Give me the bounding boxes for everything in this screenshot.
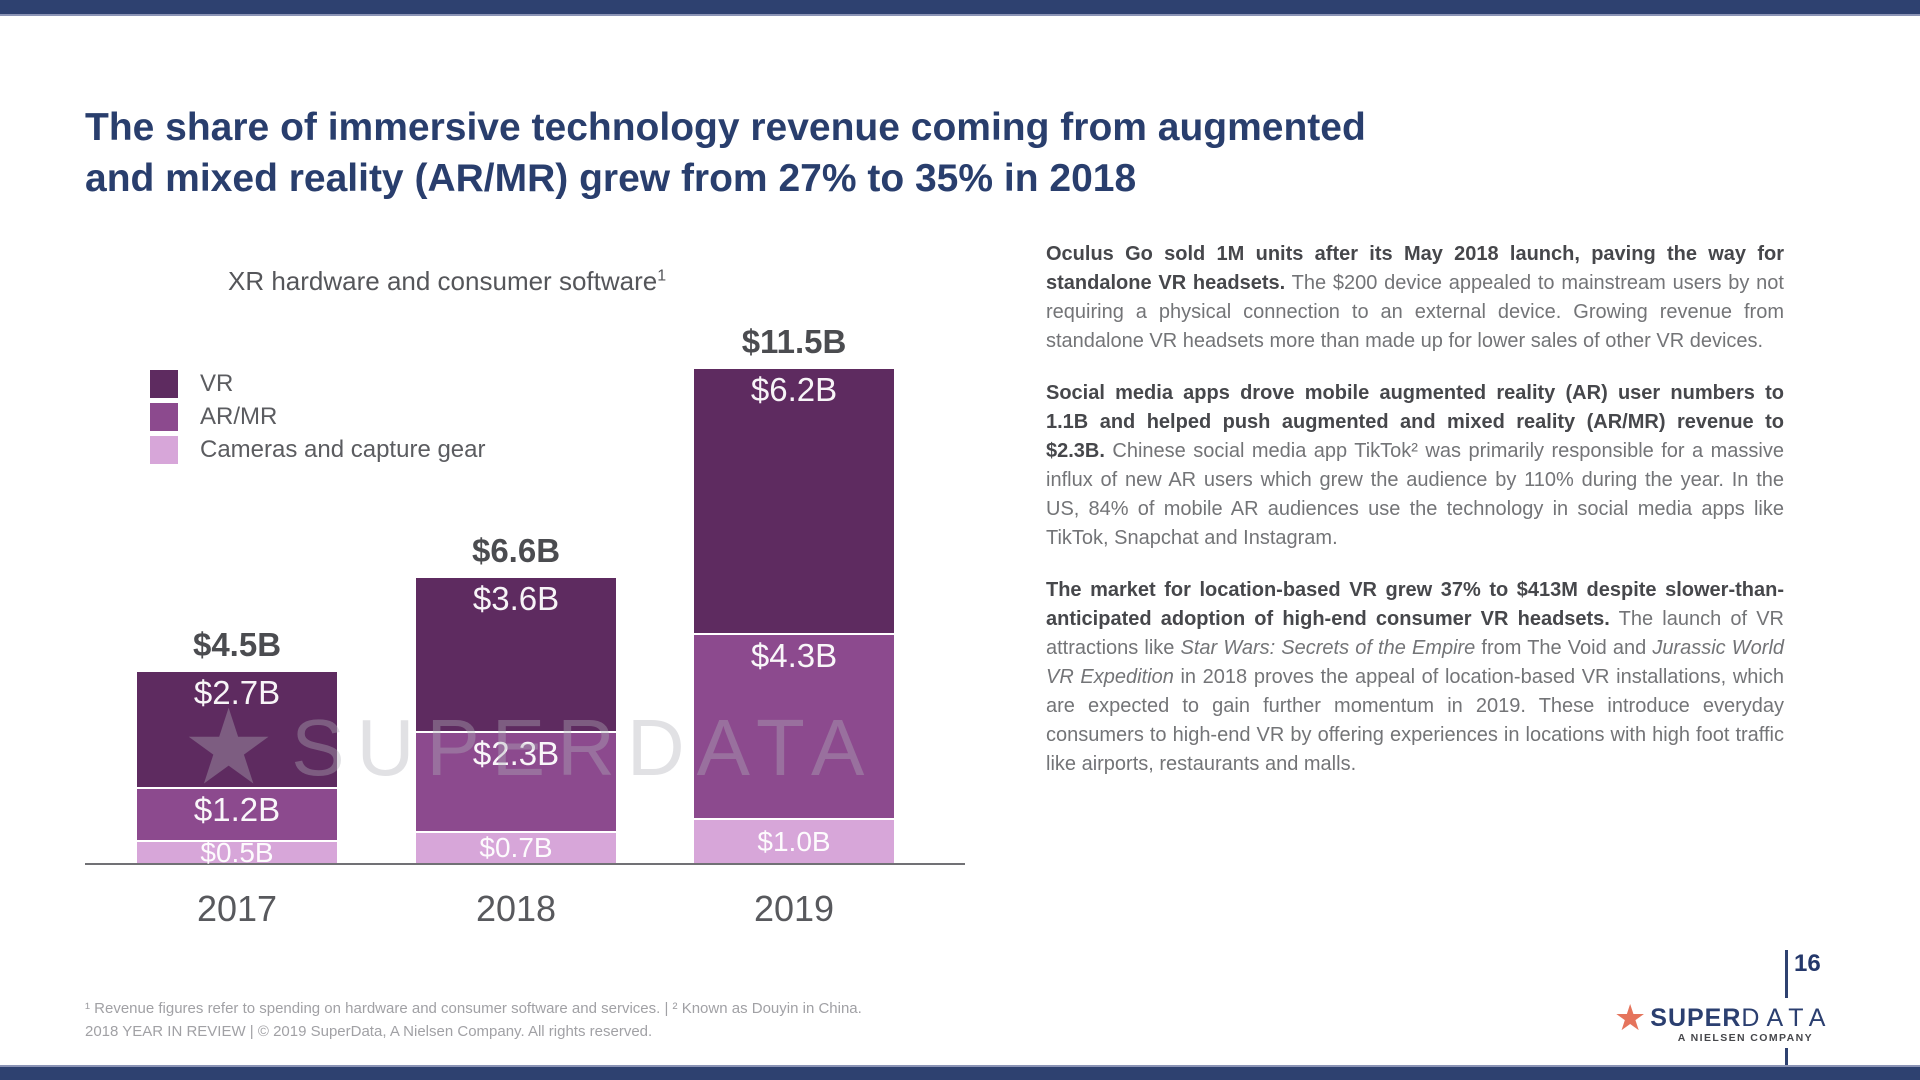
footer-vertical-rule-bottom [1785, 1048, 1788, 1080]
bar-total-label: $6.6B [471, 532, 561, 569]
footnote-line-1: ¹ Revenue figures refer to spending on h… [85, 1000, 862, 1017]
paragraph-text: The launch of VR attractions like [1046, 608, 1784, 659]
footnote-line-2: 2018 YEAR IN REVIEW | © 2019 SuperData, … [85, 1023, 653, 1040]
page-number: 16 [1794, 950, 1821, 977]
legend-label: VR [200, 369, 234, 397]
bar-segment-ar-mr: $2.3B [416, 733, 616, 831]
bar-segment-cameras-and-capture-gear: $1.0B [694, 820, 894, 863]
segment-value-label: $2.7B [193, 674, 281, 711]
segment-value-label: $6.2B [750, 371, 838, 408]
x-axis-year-label: 2017 [196, 888, 278, 929]
segment-value-label: $1.2B [193, 791, 281, 828]
paragraph-lead-bold: Oculus Go sold 1M units after its May 20… [1046, 243, 1784, 294]
x-axis-year-label: 2018 [475, 888, 557, 929]
legend-item: VR [150, 369, 486, 398]
segment-value-label: $1.0B [757, 825, 831, 857]
bar-2019: $11.5B $6.2B $4.3B $1.0B [694, 323, 894, 863]
bar-2018: $6.6B $3.6B $2.3B $0.7B [416, 532, 616, 863]
paragraph-text: The $200 device appealed to mainstream u… [1046, 272, 1784, 352]
top-accent-bar [0, 0, 1920, 16]
legend-label: Cameras and capture gear [200, 435, 486, 463]
bar-total-label: $11.5B [741, 323, 847, 360]
bar-segment-cameras-and-capture-gear: $0.7B [416, 832, 616, 863]
bar-total-label: $4.5B [192, 626, 282, 663]
legend-item: AR/MR [150, 402, 486, 431]
slide-title: The share of immersive technology revenu… [85, 106, 1366, 201]
body-paragraph: Oculus Go sold 1M units after its May 20… [1046, 240, 1784, 356]
segment-value-label: $3.6B [472, 580, 560, 617]
body-paragraph: Social media apps drove mobile augmented… [1046, 379, 1784, 553]
chart-title-text: XR hardware and consumer software [228, 266, 658, 296]
body-paragraph: The market for location-based VR grew 37… [1046, 576, 1784, 779]
legend-swatch [150, 402, 178, 431]
logo-tagline: A NIELSEN COMPANY [1677, 1032, 1813, 1044]
paragraph-italic-title: Jurassic World VR Expedition [1046, 637, 1785, 688]
chart-legend: VR AR/MR Cameras and capture gear [150, 369, 486, 464]
footnotes: ¹ Revenue figures refer to spending on h… [85, 997, 862, 1043]
logo-star-icon: ★ [1614, 997, 1647, 1038]
bar-segment-ar-mr: $1.2B [137, 789, 337, 840]
logo-text-data: DATA [1741, 1003, 1833, 1032]
superdata-logo: ★ SUPER DATA [1614, 1000, 1832, 1036]
segment-value-label: $0.7B [479, 832, 553, 863]
legend-swatch [150, 435, 178, 464]
bottom-accent-bar [0, 1065, 1920, 1080]
legend-label: AR/MR [200, 402, 278, 430]
x-axis-year-label: 2019 [753, 888, 835, 929]
bar-segment-vr: $3.6B [416, 578, 616, 731]
bar-segment-vr: $2.7B [137, 672, 337, 787]
paragraph-lead-bold: Social media apps drove mobile augmented… [1046, 382, 1784, 462]
legend-swatch [150, 369, 178, 398]
logo-text-super: SUPER [1650, 1003, 1742, 1032]
bar-segment-cameras-and-capture-gear: $0.5B [137, 837, 337, 868]
legend-item: Cameras and capture gear [150, 435, 486, 464]
bar-segment-ar-mr: $4.3B [694, 635, 894, 818]
bar-2017: $4.5B $2.7B $1.2B $0.5B [137, 626, 337, 868]
segment-value-label: $0.5B [200, 836, 274, 868]
body-column: Oculus Go sold 1M units after its May 20… [1046, 240, 1784, 802]
paragraph-italic-title: Star Wars: Secrets of the Empire [1180, 637, 1476, 659]
paragraph-text: Chinese social media app TikTok² was pri… [1046, 440, 1784, 549]
segment-value-label: $2.3B [472, 735, 560, 772]
segment-value-label: $4.3B [750, 637, 838, 674]
paragraph-text: from The Void and [1475, 637, 1653, 659]
bar-chart-plot: $4.5B $2.7B $1.2B $0.5B 2017 $6.6B $3.6B $2.3B $… [85, 323, 965, 929]
footer-vertical-rule-top [1785, 950, 1788, 998]
bar-segment-vr: $6.2B [694, 369, 894, 633]
paragraph-text: in 2018 proves the appeal of location-ba… [1046, 666, 1784, 775]
paragraph-lead-bold: The market for location-based VR grew 37… [1046, 579, 1784, 630]
chart-title: XR hardware and consumer software1 [228, 266, 666, 297]
chart-title-superscript: 1 [657, 267, 667, 285]
